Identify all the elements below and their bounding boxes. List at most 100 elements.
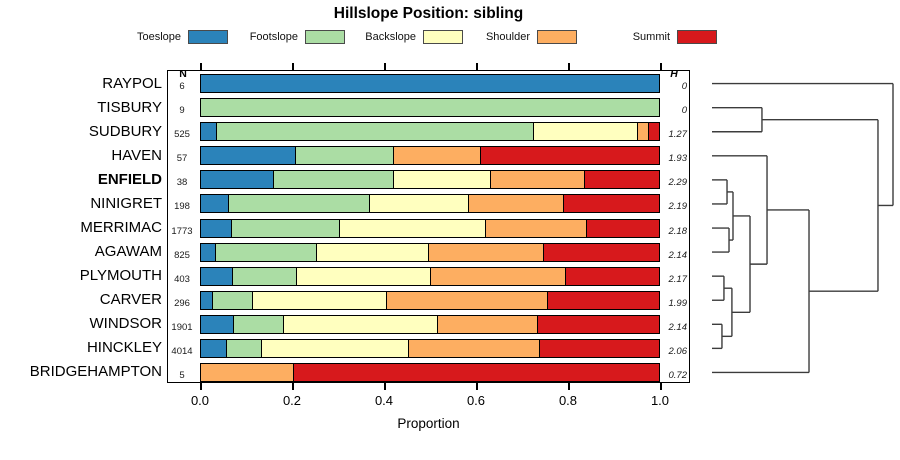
legend-swatch-footslope bbox=[305, 30, 345, 44]
n-value: 1773 bbox=[171, 225, 193, 237]
n-value: 6 bbox=[179, 81, 185, 93]
stacked-bar-sudbury bbox=[200, 122, 660, 142]
bar-segment-shoulder bbox=[407, 339, 539, 357]
chart-title: Hillslope Position: sibling bbox=[333, 5, 524, 22]
bar-segment-footslope bbox=[228, 195, 370, 213]
bar-segment-shoulder bbox=[393, 147, 481, 165]
n-value: 1901 bbox=[171, 321, 193, 333]
h-value: 0 bbox=[681, 81, 687, 93]
bar-segment-shoulder bbox=[437, 315, 537, 333]
h-value: 2.14 bbox=[668, 321, 688, 333]
n-value: 403 bbox=[174, 273, 190, 285]
h-value: 2.18 bbox=[668, 225, 688, 237]
legend-label-shoulder: Shoulder bbox=[485, 31, 530, 43]
legend-label-summit: Summit bbox=[632, 31, 670, 43]
stacked-bar-enfield bbox=[200, 170, 660, 190]
h-value: 1.27 bbox=[668, 129, 688, 141]
n-value: 198 bbox=[174, 201, 190, 213]
bar-segment-backslope bbox=[260, 339, 408, 357]
bar-segment-backslope bbox=[533, 123, 638, 141]
row-label-bridgehampton: BRIDGEHAMPTON bbox=[29, 363, 162, 381]
row-label-tisbury: TISBURY bbox=[97, 98, 162, 116]
stacked-bar-plymouth bbox=[200, 266, 660, 286]
bar-segment-summit bbox=[536, 315, 659, 333]
n-value: 825 bbox=[174, 249, 190, 261]
stacked-bar-haven bbox=[200, 146, 660, 166]
bar-segment-shoulder bbox=[637, 123, 648, 141]
x-tick-bottom bbox=[568, 383, 570, 390]
h-value: 1.99 bbox=[668, 297, 688, 309]
bar-segment-footslope bbox=[231, 267, 296, 285]
x-tick-label: 1.0 bbox=[650, 393, 670, 408]
bar-segment-backslope bbox=[392, 171, 490, 189]
bar-segment-toeslope bbox=[201, 123, 217, 141]
bar-segment-footslope bbox=[231, 219, 340, 237]
bar-segment-backslope bbox=[252, 291, 386, 309]
h-value: 2.17 bbox=[668, 273, 688, 285]
x-tick-bottom bbox=[200, 383, 202, 390]
bar-segment-backslope bbox=[295, 267, 430, 285]
plot-area-border bbox=[167, 70, 690, 383]
x-tick-label: 0.0 bbox=[190, 393, 210, 408]
x-tick-bottom bbox=[660, 383, 662, 390]
bar-segment-summit bbox=[647, 123, 659, 141]
stacked-bar-windsor bbox=[200, 314, 660, 334]
n-value: 57 bbox=[176, 153, 188, 165]
h-value: 2.19 bbox=[668, 201, 688, 213]
bar-segment-footslope bbox=[212, 291, 253, 309]
bar-segment-summit bbox=[584, 171, 659, 189]
x-tick-bottom bbox=[292, 383, 294, 390]
h-value: 1.93 bbox=[668, 153, 688, 165]
bar-segment-footslope bbox=[225, 339, 261, 357]
x-tick-label: 0.6 bbox=[466, 393, 486, 408]
bar-segment-toeslope bbox=[201, 267, 232, 285]
h-value: 2.14 bbox=[668, 249, 688, 261]
bar-segment-footslope bbox=[272, 171, 393, 189]
stacked-bar-agawam bbox=[200, 242, 660, 262]
bar-segment-shoulder bbox=[468, 195, 564, 213]
x-tick-top bbox=[292, 63, 294, 70]
legend-label-backslope: Backslope bbox=[365, 31, 416, 43]
bar-segment-shoulder bbox=[385, 291, 548, 309]
bar-segment-toeslope bbox=[201, 291, 213, 309]
bar-segment-toeslope bbox=[201, 75, 659, 93]
row-label-carver: CARVER bbox=[99, 291, 162, 309]
x-tick-label: 0.2 bbox=[282, 393, 302, 408]
bar-segment-footslope bbox=[216, 123, 534, 141]
n-column-header: N bbox=[179, 68, 187, 80]
bar-segment-shoulder bbox=[485, 219, 586, 237]
row-label-ninigret: NINIGRET bbox=[90, 194, 162, 212]
legend-label-toeslope: Toeslope bbox=[136, 31, 181, 43]
bar-segment-backslope bbox=[283, 315, 438, 333]
legend-swatch-toeslope bbox=[188, 30, 228, 44]
bar-segment-toeslope bbox=[201, 315, 234, 333]
row-label-plymouth: PLYMOUTH bbox=[79, 267, 162, 285]
row-label-raypol: RAYPOL bbox=[102, 74, 162, 92]
bar-segment-summit bbox=[564, 267, 659, 285]
bar-segment-toeslope bbox=[201, 195, 229, 213]
legend-swatch-summit bbox=[677, 30, 717, 44]
bar-segment-footslope bbox=[294, 147, 394, 165]
bar-segment-toeslope bbox=[201, 243, 215, 261]
bar-segment-toeslope bbox=[201, 339, 226, 357]
row-label-windsor: WINDSOR bbox=[89, 315, 163, 333]
bar-segment-summit bbox=[538, 339, 659, 357]
stacked-bar-hinckley bbox=[200, 338, 660, 358]
n-value: 4014 bbox=[171, 345, 193, 357]
row-label-hinckley: HINCKLEY bbox=[86, 339, 162, 357]
n-value: 38 bbox=[176, 177, 188, 189]
h-value: 0.72 bbox=[668, 369, 688, 381]
stacked-bar-tisbury bbox=[200, 98, 660, 118]
bar-segment-summit bbox=[543, 243, 659, 261]
x-tick-label: 0.8 bbox=[558, 393, 578, 408]
bar-segment-backslope bbox=[315, 243, 428, 261]
bar-segment-backslope bbox=[369, 195, 469, 213]
bar-segment-toeslope bbox=[201, 171, 273, 189]
stacked-bar-ninigret bbox=[200, 194, 660, 214]
bar-segment-backslope bbox=[339, 219, 486, 237]
x-tick-top bbox=[660, 63, 662, 70]
h-value: 0 bbox=[681, 105, 687, 117]
stacked-bar-raypol bbox=[200, 74, 660, 94]
bar-segment-summit bbox=[292, 363, 659, 381]
